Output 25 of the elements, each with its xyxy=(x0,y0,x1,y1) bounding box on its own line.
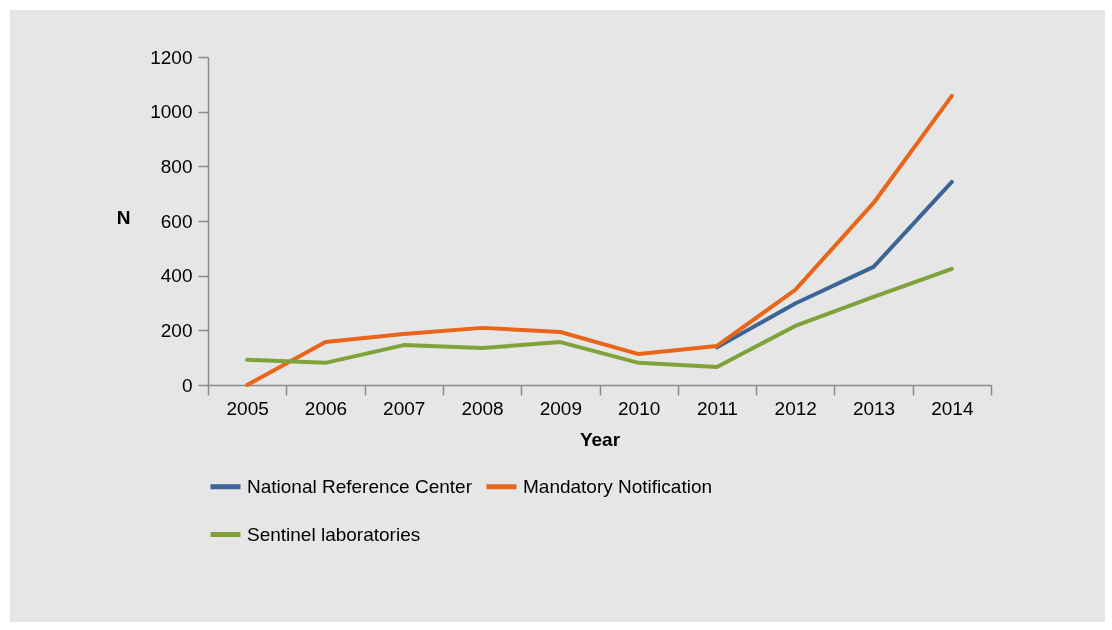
y-tick-label: 0 xyxy=(181,374,193,396)
x-tick-label: 2013 xyxy=(852,397,896,419)
y-tick-label: 1000 xyxy=(150,101,193,123)
x-tick-label: 2010 xyxy=(618,397,661,419)
y-tick-label: 800 xyxy=(160,155,193,177)
y-tick-label: 400 xyxy=(160,265,193,287)
x-tick-label: 2012 xyxy=(774,397,817,419)
legend-label: Sentinel laboratories xyxy=(247,523,421,545)
legend-label: National Reference Center xyxy=(247,475,473,497)
x-tick-label: 2011 xyxy=(697,397,738,419)
y-axis-title: N xyxy=(116,206,131,228)
x-tick-label: 2005 xyxy=(226,397,269,419)
x-axis-title: Year xyxy=(579,428,621,450)
y-tick-label: 1200 xyxy=(150,46,193,68)
y-tick-label: 200 xyxy=(160,319,193,341)
x-tick-label: 2008 xyxy=(461,397,504,419)
y-tick-label: 600 xyxy=(160,210,193,232)
line-series xyxy=(714,179,954,350)
line-series xyxy=(245,93,954,387)
x-tick-label: 2014 xyxy=(931,397,974,419)
line-series xyxy=(245,266,954,369)
x-tick-label: 2007 xyxy=(383,397,426,419)
x-tick-label: 2009 xyxy=(539,397,582,419)
x-tick-label: 2006 xyxy=(304,397,348,419)
legend-label: Mandatory Notification xyxy=(523,475,713,497)
